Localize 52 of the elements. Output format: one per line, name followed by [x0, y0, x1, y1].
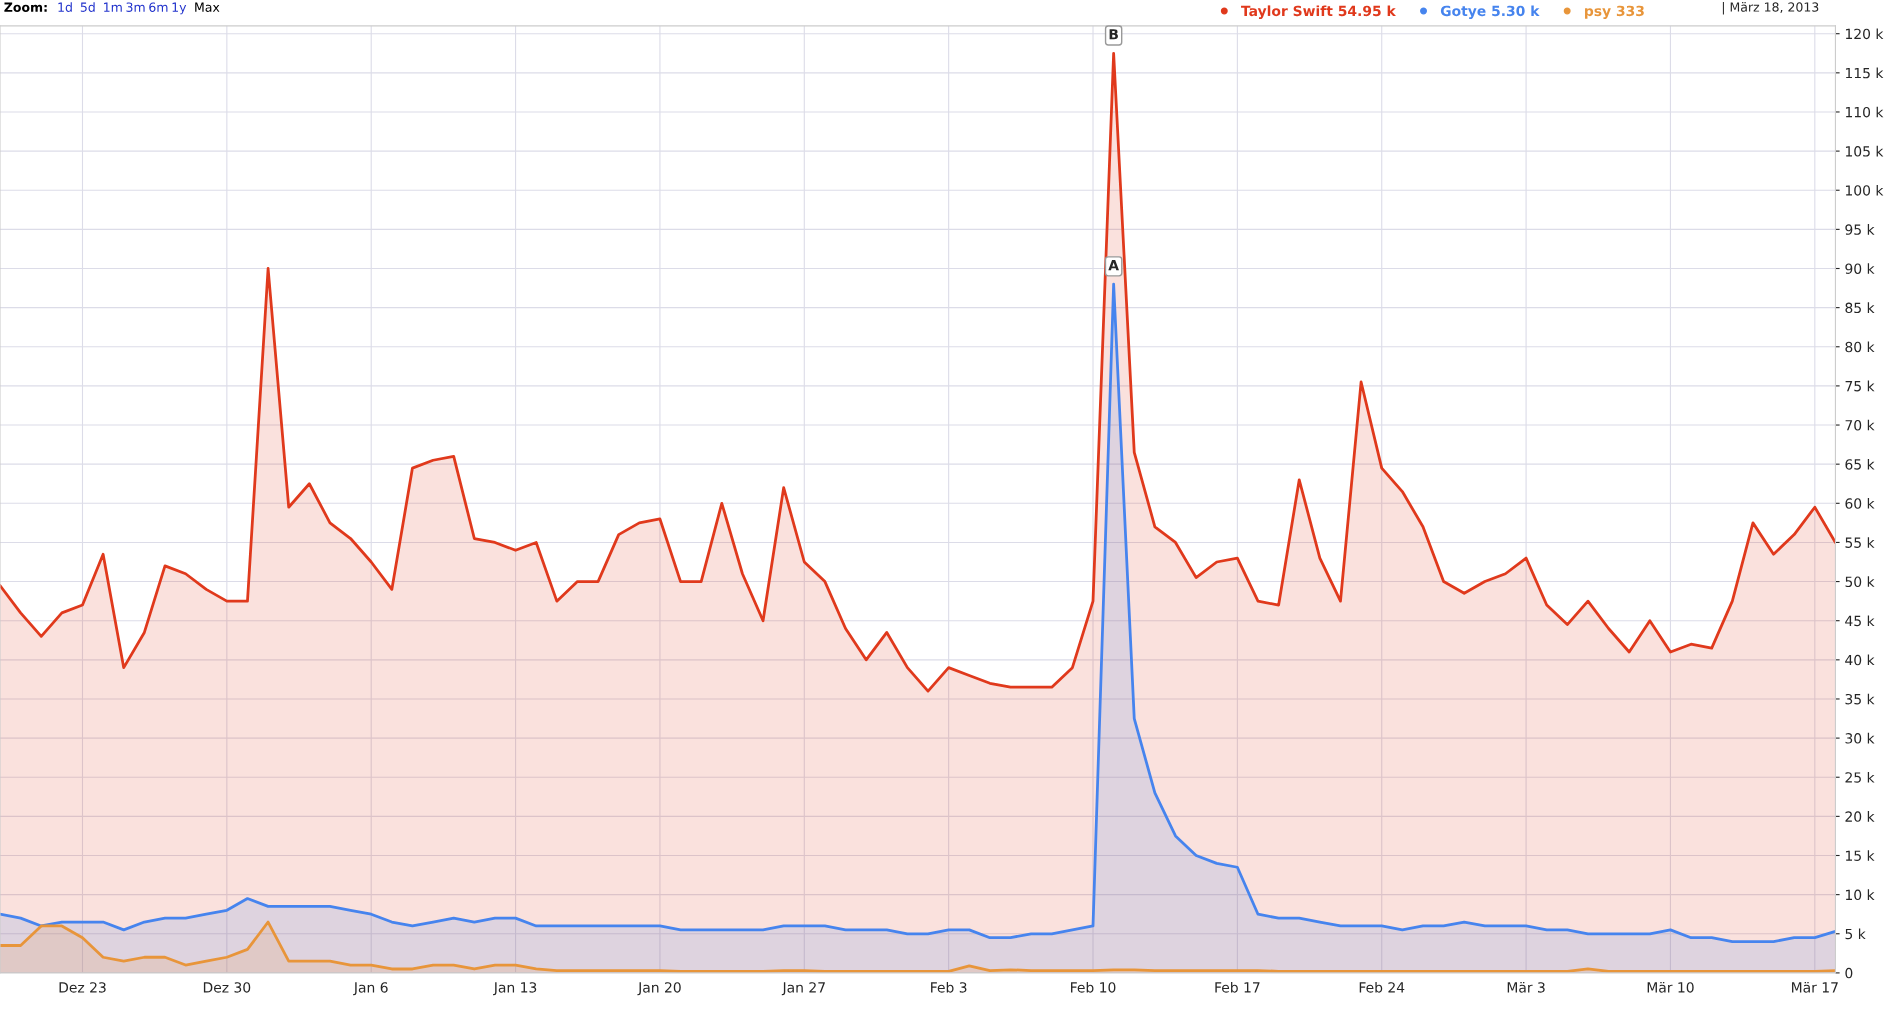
- x-tick-label: Feb 10: [1071, 981, 1116, 993]
- x-tick-label: Mär 10: [1647, 981, 1694, 993]
- y-tick-label: 60 k: [1845, 498, 1875, 509]
- text: 6m: [149, 2, 168, 12]
- y-tick-label: 115 k: [1845, 67, 1884, 79]
- text: | März 18, 2013: [1722, 2, 1819, 15]
- y-tick-label: 95 k: [1845, 224, 1875, 235]
- legend-label: Gotye 5.30 k: [1440, 5, 1540, 19]
- y-tick-label: 5 k: [1845, 928, 1866, 940]
- y-tick-label: 120 k: [1845, 28, 1884, 40]
- y-tick-label: 30 k: [1845, 732, 1875, 744]
- x-tick-label: Feb 3: [931, 981, 967, 993]
- x-tick-label: Dez 23: [59, 982, 106, 993]
- text: Max: [195, 2, 220, 12]
- y-tick-label: 15 k: [1845, 850, 1875, 861]
- text: 1m: [104, 2, 122, 12]
- x-tick-label: Jan 13: [493, 982, 537, 996]
- y-tick-label: 35 k: [1845, 693, 1875, 705]
- y-tick-label: 85 k: [1845, 302, 1875, 314]
- x-tick-label: Mär 17: [1792, 981, 1838, 993]
- x-tick-label: Mär 3: [1507, 981, 1545, 993]
- text: 1d: [58, 2, 72, 12]
- y-tick-label: 80 k: [1845, 341, 1875, 353]
- x-tick-label: Feb 17: [1215, 981, 1260, 993]
- annotation: B: [1109, 29, 1118, 40]
- text: 5d: [80, 2, 95, 12]
- legend-label: psy 333: [1585, 5, 1644, 19]
- text: Zoom:: [4, 2, 47, 12]
- text: 1y: [172, 2, 187, 15]
- text: 3m: [126, 2, 145, 12]
- y-tick-label: 20 k: [1845, 811, 1875, 822]
- y-tick-label: 65 k: [1845, 458, 1875, 470]
- x-tick-label: Jan 20: [637, 982, 681, 996]
- y-tick-label: 100 k: [1845, 184, 1884, 196]
- y-tick-label: 90 k: [1845, 263, 1875, 274]
- y-tick-label: 110 k: [1845, 106, 1884, 118]
- y-tick-label: 70 k: [1845, 419, 1875, 431]
- y-tick-label: 55 k: [1845, 537, 1875, 548]
- y-tick-label: 50 k: [1845, 576, 1875, 588]
- y-tick-label: 0: [1845, 967, 1853, 979]
- y-tick-label: 75 k: [1845, 380, 1875, 392]
- y-tick-label: 25 k: [1845, 771, 1875, 783]
- x-tick-label: Jan 6: [353, 982, 388, 996]
- x-tick-label: Jan 27: [781, 982, 825, 996]
- x-tick-label: Feb 24: [1359, 981, 1405, 993]
- annotation: A: [1108, 260, 1119, 271]
- y-tick-label: 40 k: [1845, 654, 1875, 666]
- y-tick-label: 105 k: [1845, 145, 1884, 157]
- legend-label: Taylor Swift 54.95 k: [1241, 5, 1397, 19]
- y-tick-label: 10 k: [1845, 889, 1875, 901]
- y-tick-label: 45 k: [1845, 615, 1875, 627]
- x-tick-label: Dez 30: [203, 982, 251, 993]
